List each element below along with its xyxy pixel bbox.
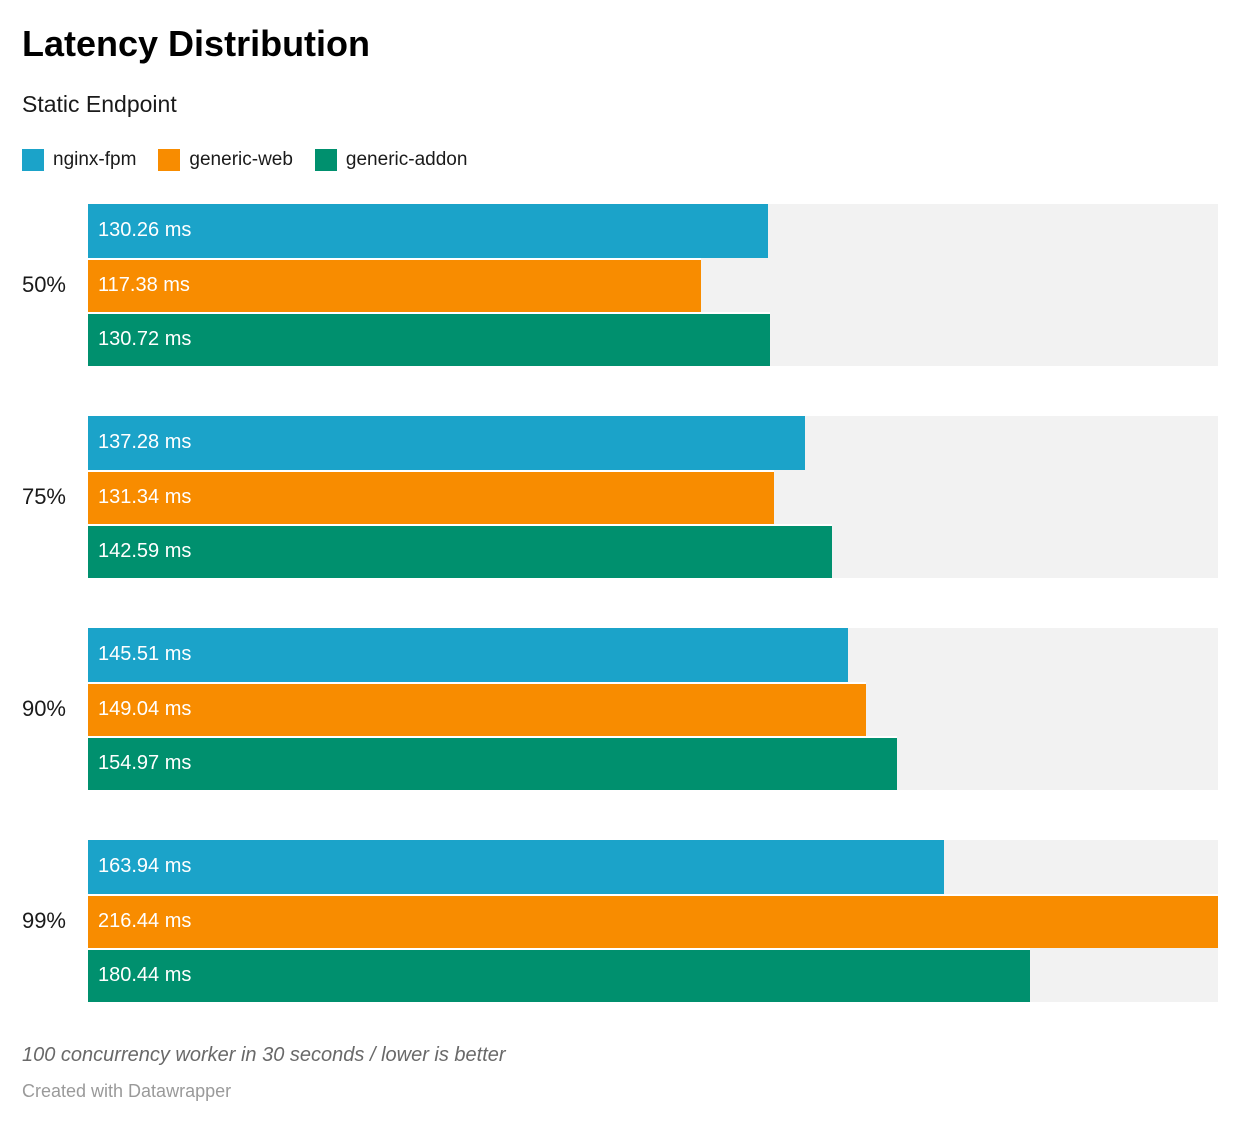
bar-nginx-fpm-75pct: 137.28 ms: [88, 415, 805, 470]
legend-item-generic-web: generic-web: [158, 148, 293, 171]
bar-value-label: 145.51 ms: [98, 643, 192, 666]
category-label: 90%: [21, 695, 66, 721]
legend-swatch-icon: [22, 148, 44, 171]
bar-plot: 50% 130.26 ms 117.38 ms 130.72 ms 75% 137.28 …: [21, 203, 1218, 1002]
bar-generic-web-99pct: 216.44 ms: [88, 893, 1218, 948]
bar-nginx-fpm-90pct: 145.51 ms: [88, 627, 848, 682]
bar-generic-web-90pct: 149.04 ms: [88, 681, 867, 736]
bar-generic-web-75pct: 131.34 ms: [88, 469, 774, 524]
bar-generic-addon-90pct: 154.97 ms: [88, 735, 898, 790]
bar-value-label: 142.59 ms: [98, 540, 192, 563]
bar-value-label: 131.34 ms: [98, 486, 192, 509]
legend-label: generic-addon: [345, 148, 468, 170]
datawrapper-credit: Created with Datawrapper: [22, 1080, 232, 1101]
bar-value-label: 154.97 ms: [98, 752, 192, 775]
percentile-group-75pct: 75% 137.28 ms 131.34 ms 142.59 ms: [21, 415, 1218, 578]
bar-value-label: 130.26 ms: [98, 219, 192, 242]
percentile-group-99pct: 99% 163.94 ms 216.44 ms 180.44 ms: [21, 839, 1218, 1002]
bar-value-label: 137.28 ms: [98, 431, 192, 454]
bar-track: 137.28 ms 131.34 ms 142.59 ms: [88, 415, 1218, 578]
legend-label: nginx-fpm: [53, 148, 137, 170]
legend-item-generic-addon: generic-addon: [314, 148, 468, 171]
bar-value-label: 180.44 ms: [98, 964, 192, 987]
legend-label: generic-web: [189, 148, 293, 170]
bar-generic-addon-50pct: 130.72 ms: [88, 311, 771, 366]
category-label: 50%: [21, 271, 66, 297]
percentile-group-90pct: 90% 145.51 ms 149.04 ms 154.97 ms: [21, 627, 1218, 790]
bar-generic-addon-99pct: 180.44 ms: [88, 947, 1031, 1002]
chart-subtitle: Static Endpoint: [22, 91, 177, 118]
bar-generic-addon-75pct: 142.59 ms: [88, 523, 833, 578]
bar-track: 145.51 ms 149.04 ms 154.97 ms: [88, 627, 1218, 790]
bar-value-label: 216.44 ms: [98, 910, 192, 933]
percentile-group-50pct: 50% 130.26 ms 117.38 ms 130.72 ms: [21, 203, 1218, 366]
bar-generic-web-50pct: 117.38 ms: [88, 257, 701, 312]
legend: nginx-fpm generic-web generic-addon: [22, 148, 1218, 171]
chart-title: Latency Distribution: [22, 23, 371, 64]
footnote: 100 concurrency worker in 30 seconds / l…: [22, 1043, 506, 1066]
legend-item-nginx-fpm: nginx-fpm: [22, 148, 137, 171]
bar-value-label: 149.04 ms: [98, 698, 192, 721]
bar-nginx-fpm-99pct: 163.94 ms: [88, 839, 944, 894]
bar-nginx-fpm-50pct: 130.26 ms: [88, 203, 769, 258]
bar-track: 130.26 ms 117.38 ms 130.72 ms: [88, 203, 1218, 366]
bar-value-label: 163.94 ms: [98, 855, 192, 878]
bar-value-label: 117.38 ms: [98, 274, 190, 297]
legend-swatch-icon: [314, 148, 337, 171]
bar-track: 163.94 ms 216.44 ms 180.44 ms: [88, 839, 1218, 1002]
bar-value-label: 130.72 ms: [98, 328, 192, 351]
category-label: 99%: [21, 907, 66, 933]
category-label: 75%: [21, 483, 66, 509]
legend-swatch-icon: [158, 148, 181, 171]
